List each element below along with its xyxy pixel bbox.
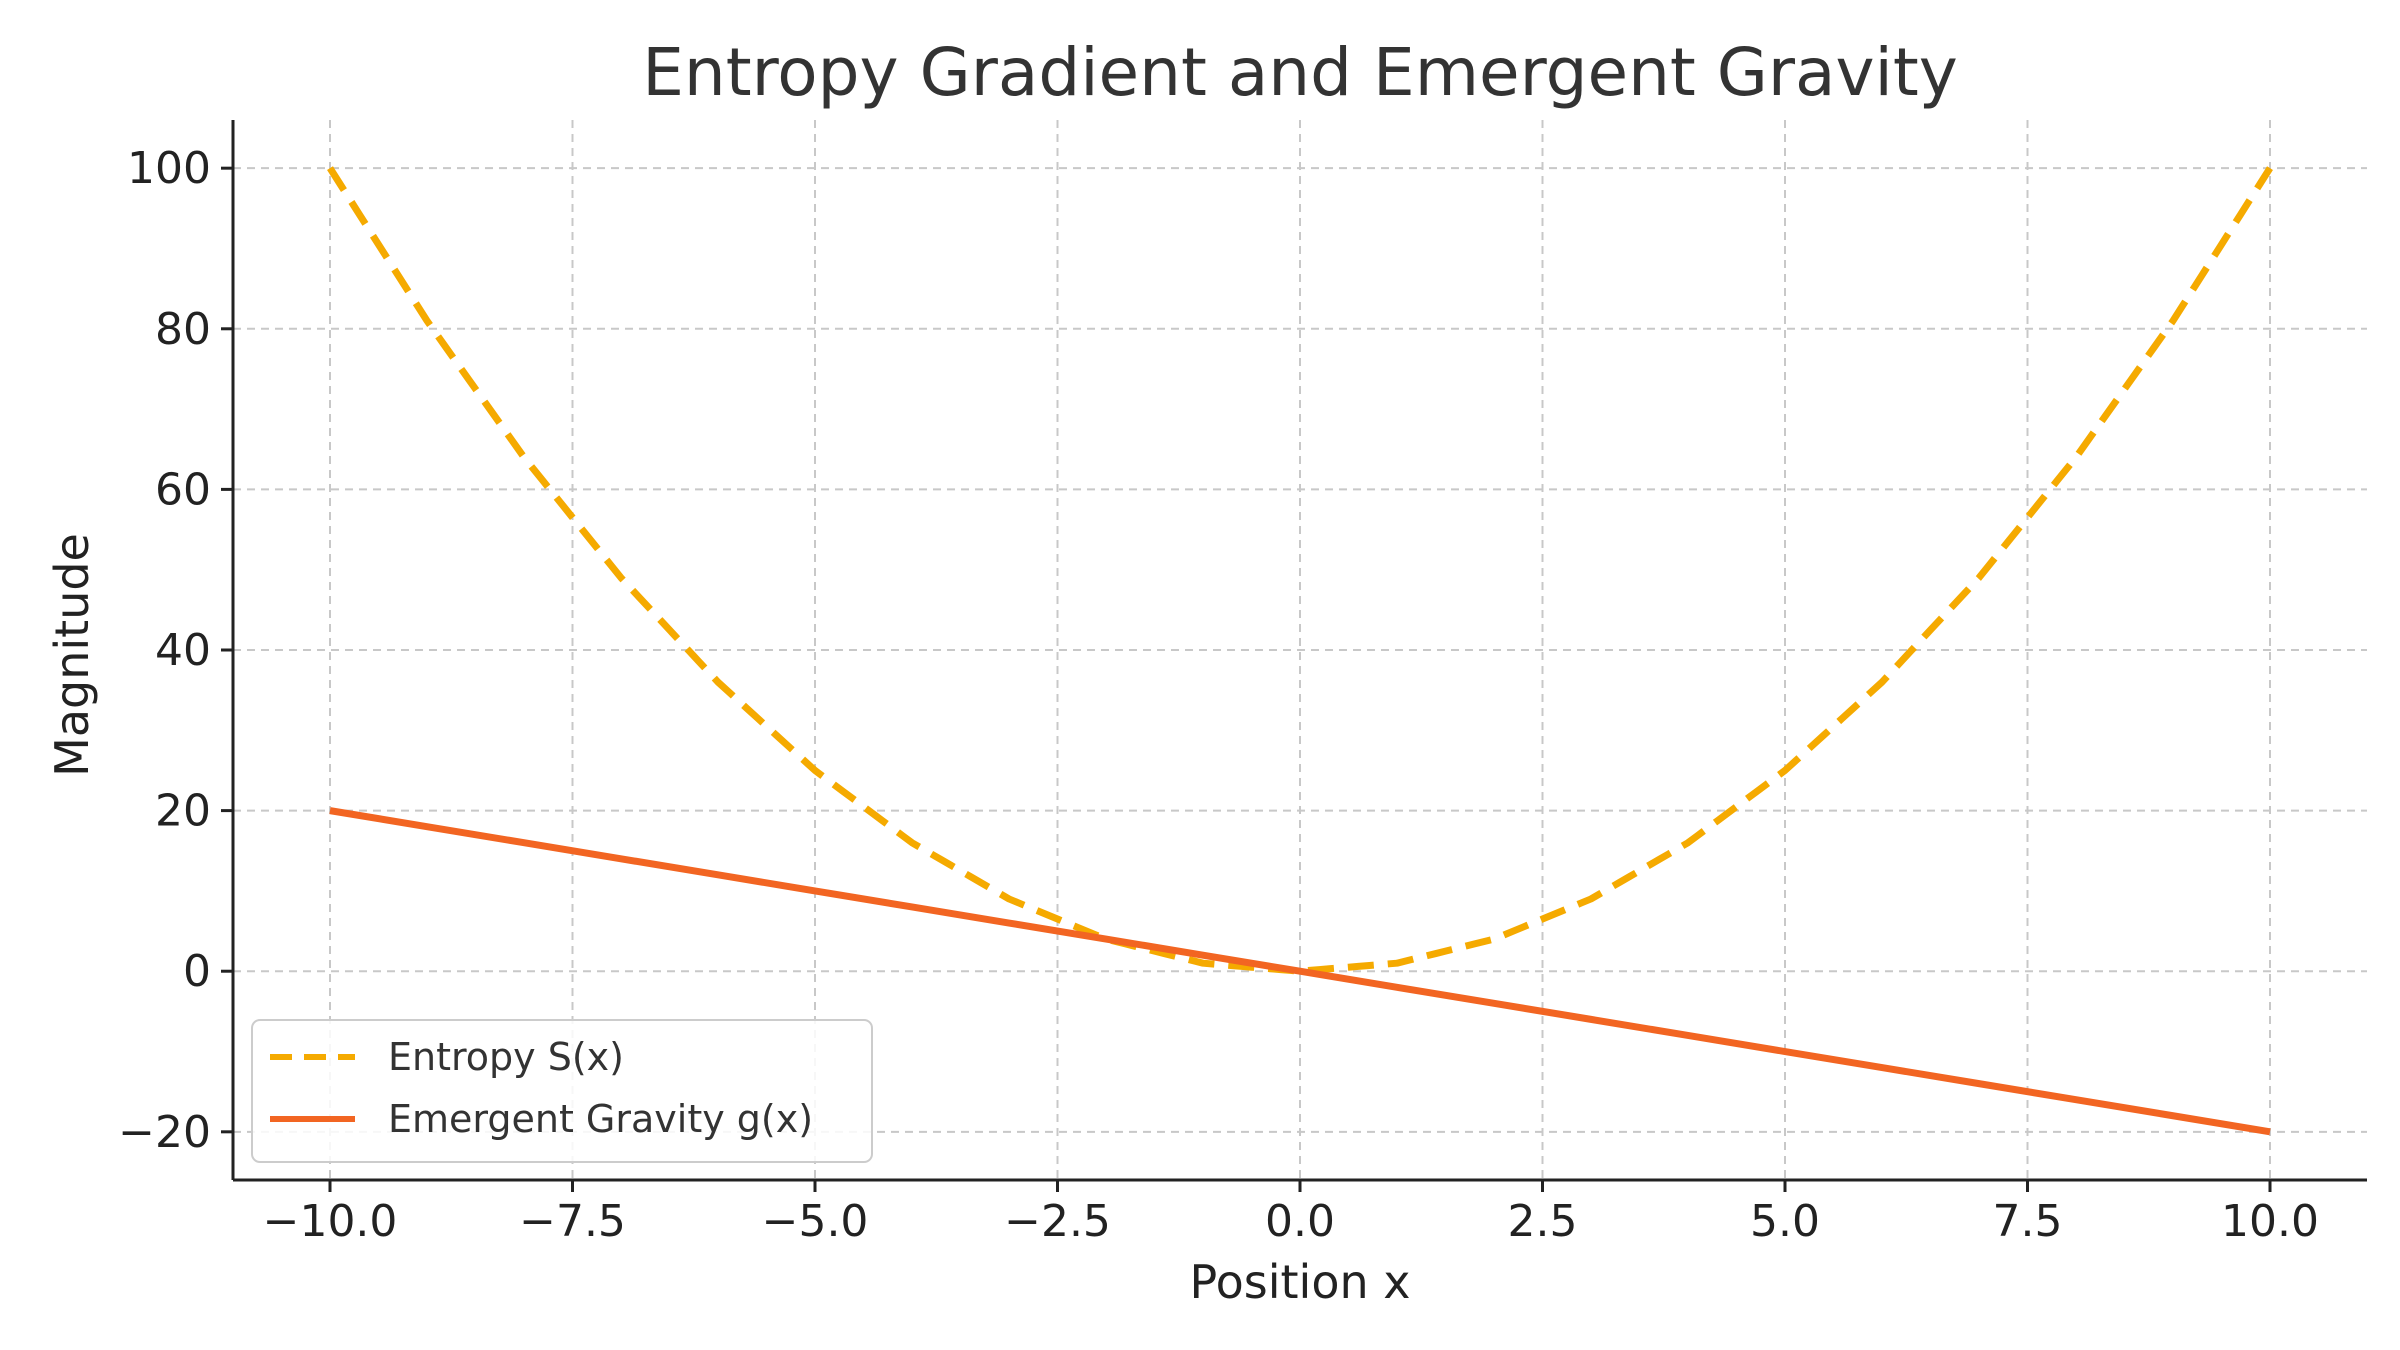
y-tick-label: 20 [155,786,211,837]
series-layer [327,166,2273,1136]
legend: Entropy S(x) Emergent Gravity g(x) [251,1019,873,1163]
legend-label-entropy: Entropy S(x) [388,1035,624,1079]
y-tick-label: 60 [155,464,211,515]
chart-title: Entropy Gradient and Emergent Gravity [642,34,1958,111]
x-tick-label: −10.0 [263,1196,398,1247]
legend-frame [251,1019,873,1163]
x-tick-label: −2.5 [1004,1196,1111,1247]
x-tick-label: 10.0 [2221,1196,2319,1247]
x-tick-label: 2.5 [1508,1196,1578,1247]
y-axis-label: Magnitude [45,533,99,777]
legend-label-emergent-gravity: Emergent Gravity g(x) [388,1097,813,1141]
x-tick-label: 0.0 [1265,1196,1335,1247]
ticks-layer: −10.0 −7.5 −5.0 −2.5 0.0 2.5 5.0 7.5 10.0 −20 0 20 4… [118,143,2319,1247]
series-line-emergent-gravity [329,807,2271,1136]
x-tick-label: 5.0 [1750,1196,1820,1247]
x-axis-label: Position x [1190,1255,1411,1309]
x-tick-label: −7.5 [519,1196,626,1247]
x-tick-label: −5.0 [762,1196,869,1247]
y-tick-label: 80 [155,304,211,355]
y-tick-label: −20 [118,1107,211,1158]
x-tick-label: 7.5 [1993,1196,2063,1247]
y-tick-label: 0 [183,946,211,997]
y-tick-label: 40 [155,625,211,676]
y-tick-label: 100 [127,143,211,194]
